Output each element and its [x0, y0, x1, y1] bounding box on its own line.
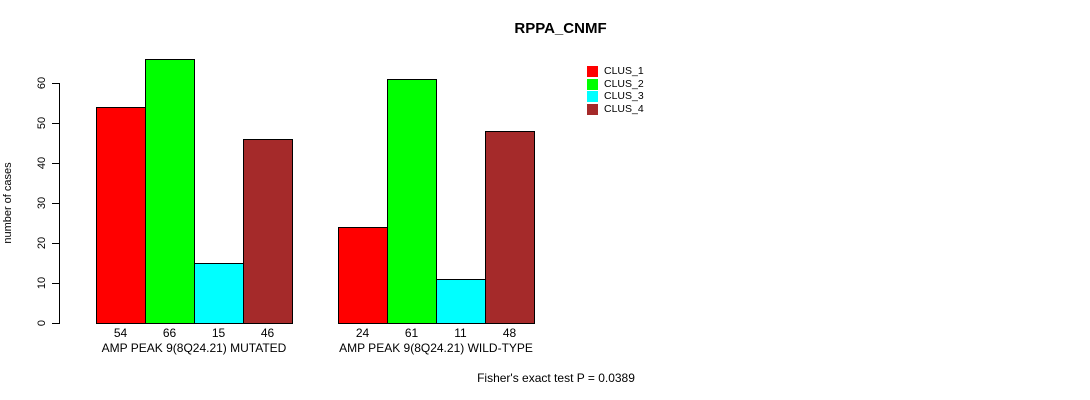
legend-swatch-clus_1 — [587, 66, 598, 77]
bar-value-label: 11 — [454, 326, 467, 340]
bar-clus_4-cat0 — [243, 139, 293, 324]
legend-swatch-clus_4 — [587, 104, 598, 115]
y-axis-tick — [52, 243, 59, 244]
bar-value-label: 66 — [162, 326, 177, 340]
bar-value-label: 24 — [355, 326, 370, 340]
footnote: Fisher's exact test P = 0.0389 — [477, 371, 635, 385]
legend-label-clus_1: CLUS_1 — [604, 65, 644, 77]
y-axis-tick — [52, 323, 59, 324]
bar-value-label: 54 — [113, 326, 128, 340]
legend-swatch-clus_2 — [587, 79, 598, 90]
category-label-1: AMP PEAK 9(8Q24.21) WILD-TYPE — [339, 341, 533, 355]
y-axis-tick — [52, 123, 59, 124]
bar-clus_2-cat0 — [145, 59, 195, 324]
bar-value-label: 46 — [260, 326, 275, 340]
bar-clus_3-cat0 — [194, 263, 244, 324]
y-axis-tick — [52, 83, 59, 84]
chart-title: RPPA_CNMF — [514, 20, 607, 37]
bar-value-label: 48 — [502, 326, 517, 340]
bar-clus_1-cat0 — [96, 107, 146, 324]
legend-label-clus_3: CLUS_3 — [604, 90, 644, 102]
legend-label-clus_4: CLUS_4 — [604, 103, 644, 115]
bar-value-label: 15 — [211, 326, 226, 340]
category-label-0: AMP PEAK 9(8Q24.21) MUTATED — [101, 341, 287, 355]
y-axis-tick — [52, 163, 59, 164]
bar-value-label: 61 — [404, 326, 419, 340]
bar-clus_4-cat1 — [485, 131, 535, 324]
y-axis-line — [59, 83, 60, 324]
y-axis-tick — [52, 283, 59, 284]
y-axis-tick — [52, 203, 59, 204]
legend-swatch-clus_3 — [587, 91, 598, 102]
bar-clus_2-cat1 — [387, 79, 437, 324]
legend-label-clus_2: CLUS_2 — [604, 78, 644, 90]
